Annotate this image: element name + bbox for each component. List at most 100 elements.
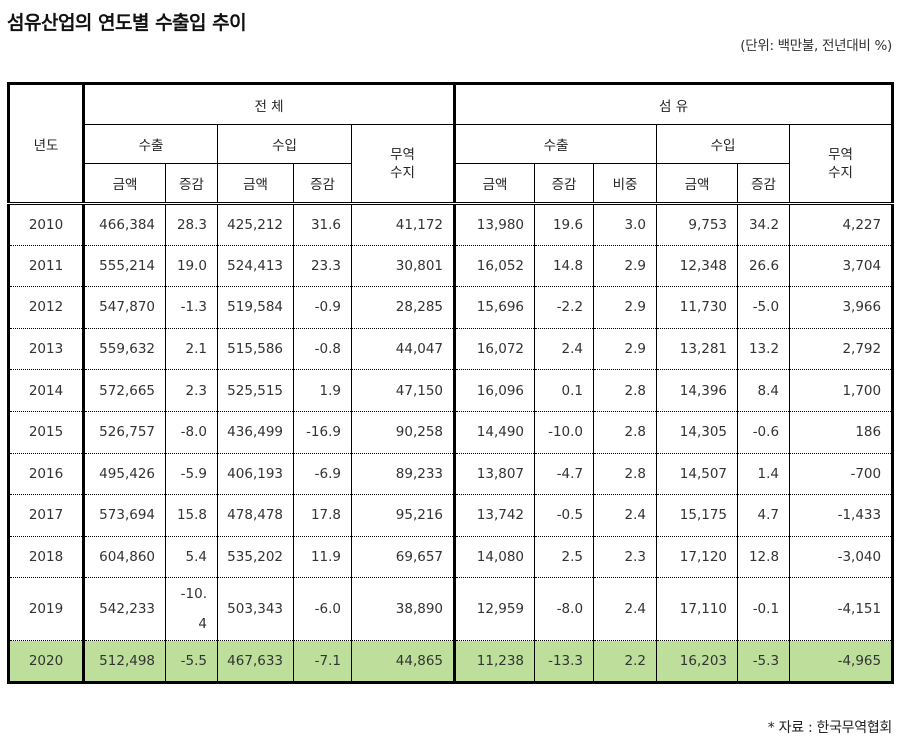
cell-total-export-amount: 555,214 [83,244,166,288]
header-total-export-amount: 금액 [83,163,166,205]
cell-textile-trade-balance: -4,965 [789,640,895,684]
cell-total-import-change: -0.9 [293,286,352,329]
cell-textile-import-change: -0.6 [737,410,791,454]
cell-total-trade-balance: 69,657 [350,535,457,579]
table-row: 2012 547,870 -1.3 519,584 -0.9 28,285 15,696 -2… [7,286,895,329]
cell-textile-export-share: 2.4 [593,494,658,537]
cell-total-import-amount: 406,193 [217,452,294,496]
cell-total-export-change: -1.3 [165,286,218,329]
cell-textile-import-change: -5.3 [737,640,791,684]
cell-textile-export-amount: 14,490 [454,410,536,454]
cell-textile-trade-balance: 2,792 [789,327,895,371]
cell-total-trade-balance: 47,150 [350,369,457,412]
cell-textile-import-amount: 14,396 [656,369,739,412]
header-textile-export: 수출 [454,124,658,164]
cell-textile-export-change: -10.0 [534,410,595,454]
cell-textile-export-amount: 11,238 [454,640,536,684]
cell-total-import-change: 11.9 [293,535,352,579]
cell-total-export-change: -5.9 [165,452,218,496]
cell-textile-export-share: 2.9 [593,244,658,288]
header-textile-import: 수입 [656,124,791,164]
cell-year: 2020 [7,640,85,684]
cell-textile-import-amount: 17,110 [656,577,739,642]
cell-textile-trade-balance: 186 [789,410,895,454]
cell-year: 2015 [7,410,85,454]
cell-year: 2017 [7,494,85,537]
table-header: 년도 전 체 섬 유 수출 수입 무역 수지 수출 수입 무역 수지 금액 증감… [7,82,895,205]
cell-textile-trade-balance: -4,151 [789,577,895,642]
cell-total-export-amount: 547,870 [83,286,166,329]
cell-total-import-amount: 503,343 [217,577,294,642]
cell-textile-export-amount: 16,096 [454,369,536,412]
table-row: 2017 573,694 15.8 478,478 17.8 95,216 13,742 -0… [7,494,895,537]
table-row: 2011 555,214 19.0 524,413 23.3 30,801 16,052 14… [7,244,895,288]
cell-textile-export-amount: 15,696 [454,286,536,329]
header-total-import-change: 증감 [293,163,352,205]
cell-total-export-amount: 604,860 [83,535,166,579]
cell-textile-import-amount: 9,753 [656,203,739,246]
cell-textile-import-amount: 14,305 [656,410,739,454]
cell-total-export-change: -10. 4 [165,577,218,642]
cell-textile-export-change: 2.4 [534,327,595,371]
cell-textile-export-change: 19.6 [534,203,595,246]
cell-total-export-amount: 542,233 [83,577,166,642]
cell-textile-import-change: 8.4 [737,369,791,412]
cell-textile-import-amount: 13,281 [656,327,739,371]
cell-total-export-change: -5.5 [165,640,218,684]
cell-total-trade-balance: 44,865 [350,640,457,684]
cell-total-import-amount: 519,584 [217,286,294,329]
cell-textile-import-amount: 16,203 [656,640,739,684]
cell-textile-export-change: -13.3 [534,640,595,684]
cell-textile-export-change: 0.1 [534,369,595,412]
cell-total-trade-balance: 89,233 [350,452,457,496]
header-textile-export-share: 비중 [593,163,658,205]
table-row: 2013 559,632 2.1 515,586 -0.8 44,047 16,072 2.4… [7,327,895,371]
cell-textile-import-amount: 12,348 [656,244,739,288]
table-row: 2019 542,233 -10. 4 503,343 -6.0 38,890 12,959-… [7,577,895,642]
cell-textile-export-share: 3.0 [593,203,658,246]
cell-year: 2013 [7,327,85,371]
cell-total-export-amount: 559,632 [83,327,166,371]
cell-textile-trade-balance: 3,966 [789,286,895,329]
table-body: 2010 466,384 28.3 425,212 31.6 41,172 13,980 19… [7,203,895,684]
cell-total-import-change: -0.8 [293,327,352,371]
cell-textile-trade-balance: -3,040 [789,535,895,579]
cell-textile-trade-balance: 3,704 [789,244,895,288]
table-row: 2018 604,860 5.4 535,202 11.9 69,657 14,080 2.5… [7,535,895,579]
cell-textile-trade-balance: -1,433 [789,494,895,537]
header-total-import: 수입 [217,124,352,164]
trade-table: 년도 전 체 섬 유 수출 수입 무역 수지 수출 수입 무역 수지 금액 증감… [7,82,895,684]
cell-total-trade-balance: 38,890 [350,577,457,642]
cell-total-export-change: 28.3 [165,203,218,246]
cell-total-trade-balance: 41,172 [350,203,457,246]
cell-total-export-amount: 512,498 [83,640,166,684]
cell-textile-export-amount: 16,072 [454,327,536,371]
cell-total-import-amount: 436,499 [217,410,294,454]
cell-textile-export-change: -4.7 [534,452,595,496]
cell-total-import-change: -16.9 [293,410,352,454]
cell-total-export-change: 2.1 [165,327,218,371]
cell-textile-trade-balance: 4,227 [789,203,895,246]
cell-total-export-amount: 495,426 [83,452,166,496]
cell-textile-export-change: 2.5 [534,535,595,579]
cell-textile-export-share: 2.8 [593,452,658,496]
cell-total-import-amount: 524,413 [217,244,294,288]
cell-total-export-amount: 526,757 [83,410,166,454]
page-title: 섬유산업의 연도별 수출입 추이 [7,12,247,34]
cell-total-export-amount: 572,665 [83,369,166,412]
table-row: 2014 572,665 2.3 525,515 1.9 47,150 16,096 0.1 2… [7,369,895,412]
cell-year: 2016 [7,452,85,496]
cell-total-import-amount: 535,202 [217,535,294,579]
cell-total-trade-balance: 95,216 [350,494,457,537]
cell-total-import-change: -7.1 [293,640,352,684]
cell-textile-import-change: 26.6 [737,244,791,288]
cell-textile-trade-balance: -700 [789,452,895,496]
cell-textile-export-share: 2.2 [593,640,658,684]
source-note: * 자료 : 한국무역협회 [767,720,893,736]
cell-textile-import-change: 1.4 [737,452,791,496]
cell-textile-export-change: -2.2 [534,286,595,329]
cell-total-import-change: 23.3 [293,244,352,288]
cell-textile-export-change: 14.8 [534,244,595,288]
cell-total-import-change: 1.9 [293,369,352,412]
cell-total-trade-balance: 30,801 [350,244,457,288]
